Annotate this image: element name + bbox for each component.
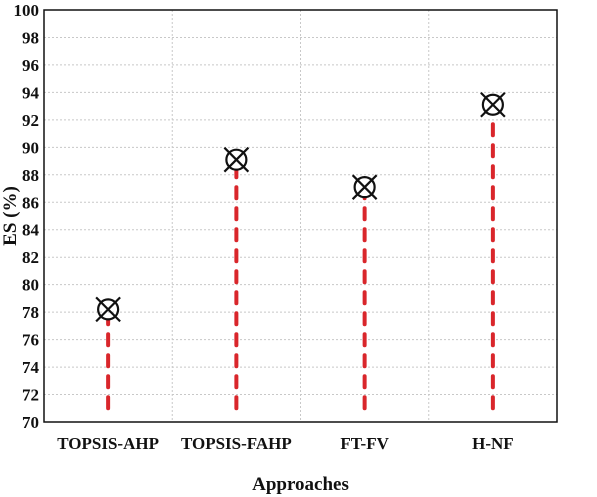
- plot-frame: [43, 9, 558, 423]
- y-tick-label: 100: [14, 1, 40, 20]
- grid-lines: [44, 10, 557, 422]
- y-tick-label: 80: [22, 276, 39, 295]
- y-tick-label: 90: [22, 138, 39, 157]
- y-tick-label: 92: [22, 111, 39, 130]
- marker-x-stroke: [223, 146, 250, 173]
- y-tick-label: 72: [22, 386, 39, 405]
- y-tick-label: 76: [22, 331, 39, 350]
- y-tick-label: 98: [22, 28, 39, 47]
- marker-x-stroke: [480, 91, 506, 118]
- data-point-marker: [95, 296, 121, 323]
- y-tick-label: 86: [22, 193, 39, 212]
- marker-circle: [481, 93, 504, 116]
- y-tick-label: 94: [22, 83, 40, 102]
- x-axis-title: Approaches: [252, 474, 349, 495]
- data-point-marker: [223, 146, 250, 173]
- data-point-marker: [351, 174, 378, 200]
- y-tick-label: 82: [22, 248, 39, 267]
- data-markers: [95, 91, 506, 323]
- y-tick-label: 70: [22, 413, 39, 432]
- marker-circle: [225, 148, 248, 171]
- x-tick-label: TOPSIS-AHP: [57, 434, 159, 453]
- y-tick-labels: 70 72 74 76 78 80 82 84 86 88 90 92 94 96 98 100: [14, 1, 40, 432]
- x-tick-labels: TOPSIS-AHP TOPSIS-FAHP FT-FV H-NF: [57, 434, 513, 453]
- x-tick-label: TOPSIS-FAHP: [181, 434, 292, 453]
- marker-x-stroke: [351, 174, 378, 200]
- data-point-marker: [480, 91, 506, 118]
- y-axis-title: ES (%): [0, 186, 21, 246]
- stems: [106, 113, 495, 411]
- marker-circle: [353, 176, 376, 199]
- y-tick-label: 96: [22, 56, 39, 75]
- x-tick-label: H-NF: [472, 434, 514, 453]
- y-tick-label: 88: [22, 166, 39, 185]
- marker-x-stroke: [95, 296, 121, 323]
- y-tick-label: 84: [22, 221, 40, 240]
- y-tick-label: 78: [22, 303, 39, 322]
- marker-circle: [97, 298, 120, 321]
- x-tick-label: FT-FV: [340, 434, 389, 453]
- y-tick-label: 74: [22, 358, 40, 377]
